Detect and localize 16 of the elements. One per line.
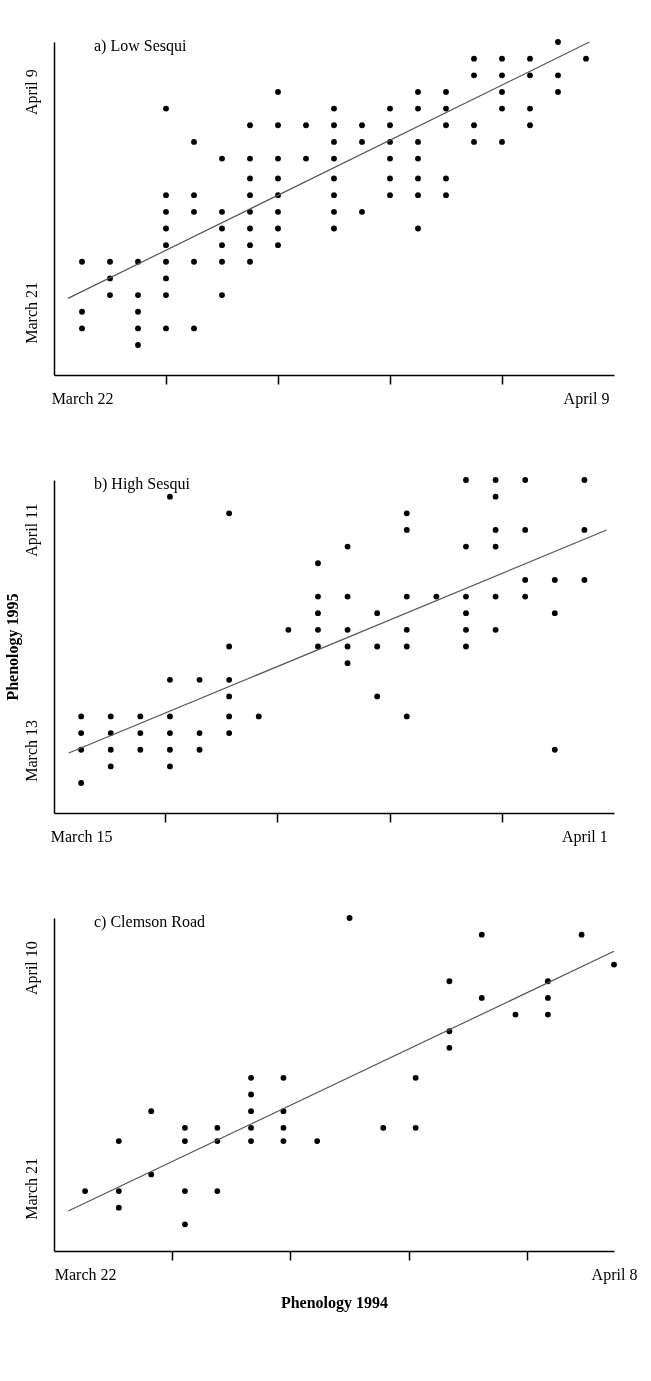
x-tick-label: March 22 (51, 389, 114, 407)
text: April 11 (23, 503, 41, 557)
chart-title: c) Clemson Road (94, 913, 206, 931)
x-tick-label: March 15 (50, 827, 113, 845)
text: April 9 (23, 69, 41, 115)
text: April 10 (23, 941, 41, 995)
text: March 13 (23, 720, 40, 782)
chart-title: b) High Sesqui (94, 475, 191, 493)
text: March 21 (23, 1158, 40, 1220)
y-axis-title: Phenology 1995 (3, 593, 22, 701)
x-tick-label: April 1 (562, 827, 608, 846)
text: March 21 (23, 282, 40, 344)
x-tick-label: April 8 (591, 1265, 638, 1284)
x-axis-title: Phenology 1994 (280, 1293, 389, 1312)
chart-title: a) Low Sesqui (94, 37, 187, 55)
x-tick-label: March 22 (54, 1265, 117, 1283)
